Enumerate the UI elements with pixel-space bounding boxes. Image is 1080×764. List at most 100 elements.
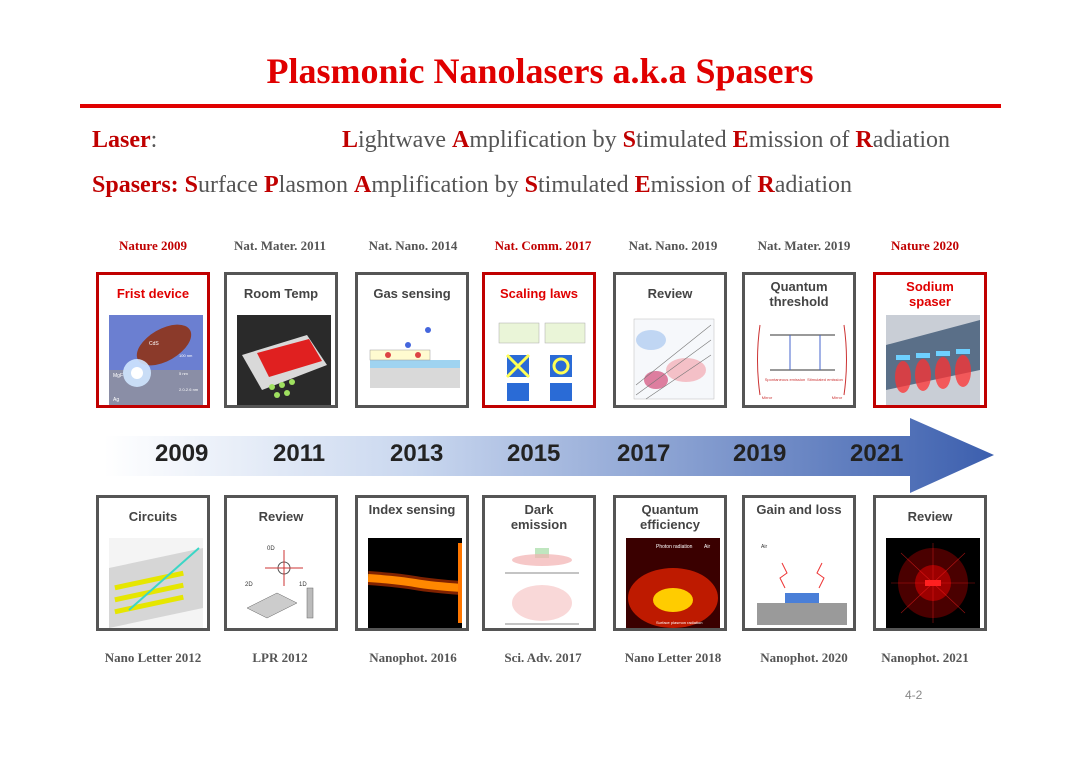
spaser-word-rest: timulated	[538, 172, 635, 198]
bottom-journal-label: Sci. Adv. 2017	[504, 650, 582, 665]
bottom-panel: Review	[873, 495, 987, 631]
svg-text:Spontaneous emission: Spontaneous emission	[765, 377, 805, 382]
bottom-panel-figure	[886, 538, 980, 628]
svg-text:Stimulated emission: Stimulated emission	[807, 377, 843, 382]
bottom-panel-label: Review	[907, 509, 953, 524]
laser-word-rest: timulated	[636, 127, 733, 153]
top-panel-figure	[368, 315, 462, 405]
bottom-panel: Circuits	[96, 495, 210, 631]
svg-text:1D: 1D	[299, 582, 307, 588]
svg-text:Photon radiation: Photon radiation	[656, 544, 693, 550]
bottom-journal-label: Nanophot. 2021	[881, 650, 969, 665]
top-panel-label: Sodium spaser	[906, 279, 954, 309]
laser-key-letter: A	[452, 127, 470, 153]
page-title: Plasmonic Nanolasers a.k.a Spasers	[266, 51, 814, 91]
top-panel: Review	[613, 272, 727, 408]
spaser-key-letter: P	[263, 172, 279, 198]
timeline-year: 2015	[507, 440, 561, 467]
bottom-journal-label: Nano Letter 2012	[104, 650, 202, 665]
spaser-key-letter: A	[353, 172, 372, 198]
svg-text:Mirror: Mirror	[832, 395, 843, 400]
laser-key-letter: S	[622, 127, 637, 153]
bottom-panel: Gain and loss Air	[742, 495, 856, 631]
laser-term: Laser	[92, 127, 151, 153]
laser-key-letter: R	[855, 127, 873, 153]
top-journal-label: Nat. Mater. 2011	[234, 238, 326, 253]
top-panel-figure	[495, 315, 589, 405]
bottom-journal-label: Nano Letter 2018	[624, 650, 722, 665]
spaser-key-letter: S	[184, 172, 199, 198]
spaser-key-letter: R	[757, 172, 775, 198]
laser-definition: Laser: Lightwave Amplification by Stimul…	[92, 127, 950, 154]
top-panel-figure	[237, 315, 331, 405]
title-underline	[80, 104, 1001, 108]
bottom-panel-label: Index sensing	[368, 502, 456, 517]
top-panel-figure	[626, 315, 720, 405]
top-panel-figure: Spontaneous emission Stimulated emission M…	[755, 315, 849, 405]
top-journal-label: Nature 2020	[890, 238, 959, 253]
svg-text:100 nm: 100 nm	[179, 353, 193, 358]
bottom-panel-figure	[109, 538, 203, 628]
spaser-key-letter: S	[524, 172, 538, 198]
timeline-year: 2021	[850, 440, 904, 467]
bottom-panel-label: Gain and loss	[756, 502, 842, 517]
bottom-journal-label: Nanophot. 2020	[760, 650, 848, 665]
top-panel: Room Temp	[224, 272, 338, 408]
bottom-panel-figure: Photon radiation Air Surface plasmon radia…	[626, 538, 720, 628]
spaser-word-rest: mission of	[650, 172, 758, 198]
timeline-year: 2019	[733, 440, 787, 467]
bottom-panel: Dark emission	[482, 495, 596, 631]
laser-word-rest: mplification by	[469, 127, 623, 153]
laser-expansion: Lightwave Amplification by Stimulated Em…	[342, 127, 950, 154]
top-panel-figure	[886, 315, 980, 405]
bottom-journal-label: LPR 2012	[252, 650, 308, 665]
timeline-year: 2013	[390, 440, 444, 467]
top-panel: Frist device CdS MgF Ag 100 nm 5 nm 2.0-2.6 nm	[96, 272, 210, 408]
timeline-year: 2011	[273, 440, 326, 467]
top-panel: Sodium spaser	[873, 272, 987, 408]
spaser-term: Spasers:	[92, 172, 179, 198]
top-journal-label: Nature 2009	[118, 238, 187, 253]
svg-text:5 nm: 5 nm	[179, 371, 189, 376]
svg-text:MgF: MgF	[113, 373, 123, 379]
top-panel: Scaling laws	[482, 272, 596, 408]
top-panel: Gas sensing	[355, 272, 469, 408]
laser-colon: :	[150, 127, 158, 153]
bottom-panel: Quantum efficiency Photon radiation Air Sur…	[613, 495, 727, 631]
top-panel-label: Frist device	[116, 286, 190, 301]
bottom-panel: Index sensing	[355, 495, 469, 631]
svg-text:Ag: Ag	[113, 397, 119, 403]
bottom-panel-figure: Air	[755, 538, 849, 628]
svg-text:CdS: CdS	[149, 341, 159, 347]
bottom-panel-figure	[495, 538, 589, 628]
timeline-year: 2009	[155, 440, 209, 467]
bottom-panel-label: Dark emission	[510, 502, 568, 532]
top-journal-label: Nat. Mater. 2019	[757, 238, 851, 253]
spaser-key-letter: E	[634, 172, 651, 198]
svg-text:Mirror: Mirror	[762, 395, 773, 400]
bottom-panel-label: Quantum efficiency	[640, 502, 700, 532]
bottom-journal-label: Nanophot. 2016	[369, 650, 457, 665]
laser-key-letter: E	[732, 127, 749, 153]
top-panel-label: Gas sensing	[373, 286, 451, 301]
spaser-word-rest: lasmon	[278, 172, 354, 198]
spaser-word-rest: adiation	[774, 172, 853, 198]
svg-text:0D: 0D	[267, 546, 275, 552]
top-panel: Quantum threshold Spontaneous emission Sti…	[742, 272, 856, 408]
laser-word-rest: ightwave	[358, 127, 452, 153]
page-number: 4-2	[905, 688, 923, 702]
top-journal-label: Nat. Nano. 2019	[628, 238, 718, 253]
spaser-expansion: Surface Plasmon Amplification by Stimula…	[185, 172, 852, 198]
bottom-panel-figure	[367, 538, 463, 628]
spaser-definition: Spasers: Surface Plasmon Amplification b…	[92, 172, 852, 199]
bottom-panel-label: Review	[258, 509, 304, 524]
top-panel-figure: CdS MgF Ag 100 nm 5 nm 2.0-2.6 nm	[109, 315, 203, 405]
laser-word-rest: mission of	[748, 127, 856, 153]
svg-text:Air: Air	[761, 544, 767, 550]
spaser-word-rest: urface	[198, 172, 264, 198]
top-panel-label: Quantum threshold	[769, 279, 829, 309]
top-journal-label: Nat. Nano. 2014	[368, 238, 458, 253]
top-panel-label: Review	[647, 286, 693, 301]
laser-key-letter: L	[342, 127, 359, 153]
svg-text:Air: Air	[704, 544, 710, 550]
